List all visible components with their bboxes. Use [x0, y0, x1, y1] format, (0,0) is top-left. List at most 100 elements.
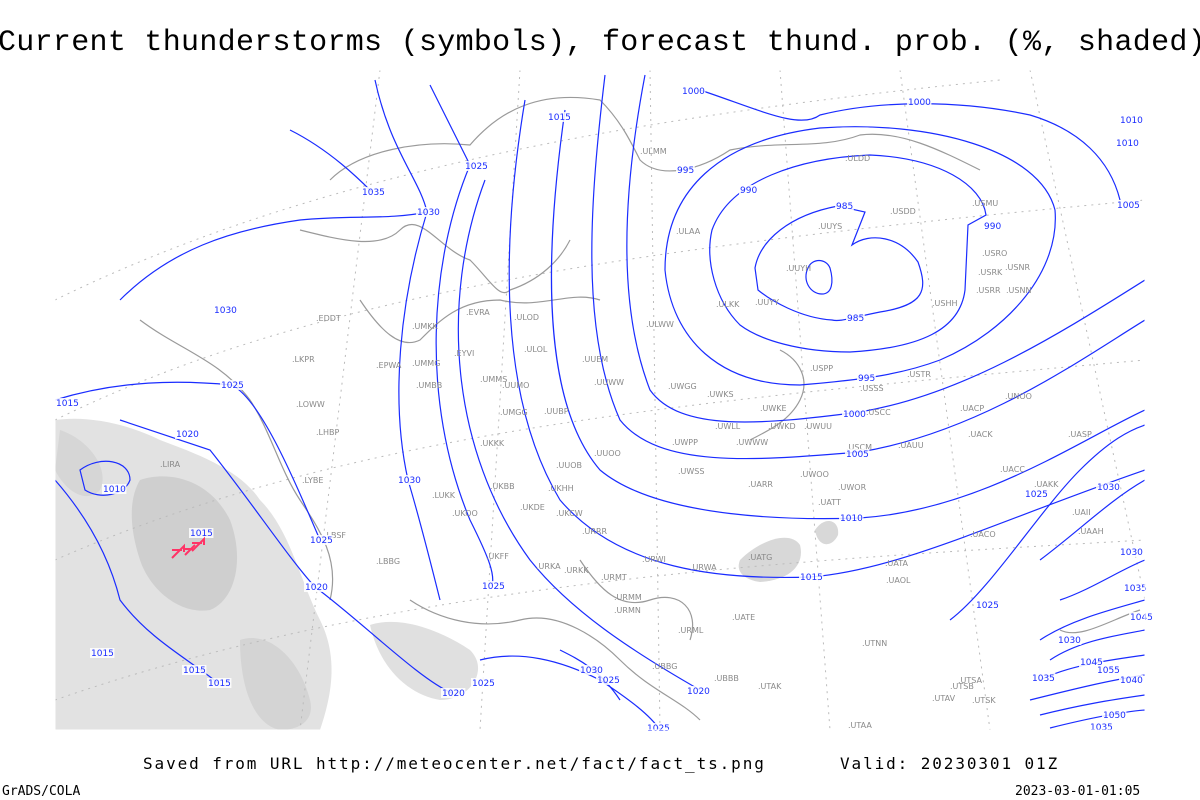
station-label: .UASP: [1068, 430, 1092, 439]
isobar-label: 1025: [1025, 490, 1048, 500]
isobar-995: [664, 126, 1056, 386]
isobar-label-bg: [1031, 673, 1056, 683]
station-label: .LBSF: [324, 531, 346, 540]
isobar-label-bg: [983, 221, 1002, 231]
station-label: .UATA: [885, 559, 909, 568]
station-label: .UTAV: [932, 694, 956, 703]
isobar-label: 995: [858, 374, 875, 384]
station-label: .UWKD: [768, 422, 796, 431]
isobar-label: 1050: [1103, 711, 1126, 721]
isobar-label: 1015: [56, 399, 79, 409]
isobar-label: 1015: [183, 666, 206, 676]
isobar-1025: [429, 84, 494, 587]
isobar-label: 1025: [310, 536, 333, 546]
station-label: .UUMO: [502, 381, 529, 390]
station-label: .UKCW: [556, 509, 583, 518]
isobar-label: 1030: [417, 208, 440, 218]
isobar-1010-west: [79, 460, 131, 496]
station-label: .UTAK: [758, 682, 782, 691]
isobar-1030: [374, 79, 441, 601]
generated-timestamp: 2023-03-01-01:05: [1015, 784, 1141, 799]
station-label: .UWKS: [707, 390, 734, 399]
isobar-1035: [289, 129, 373, 193]
shaded-area: [738, 537, 801, 582]
isobar-1010: [550, 109, 1146, 520]
isobar-label-bg: [547, 112, 572, 122]
isobar-label-bg: [845, 449, 870, 459]
isobar-label-bg: [1102, 710, 1127, 720]
isobar-label-bg: [1057, 635, 1082, 645]
thunderstorm-symbols: [171, 536, 205, 559]
station-label: .USPP: [810, 364, 833, 373]
isobar-label-bg: [857, 373, 876, 383]
labels-layer: .ULDD .USDD .USMU .UUYS .UUYH .UUYY .ULKK .USHH…: [55, 86, 1154, 734]
isobar-label: 985: [847, 314, 864, 324]
station-label: .USNN: [1006, 286, 1031, 295]
isobar-label: 1045: [1080, 658, 1103, 668]
isobar-label-bg: [1119, 115, 1144, 125]
isobar-label-bg: [220, 380, 245, 390]
isobar-label: 1025: [221, 381, 244, 391]
isobar-label: 1020: [442, 689, 465, 699]
isobar-label: 1015: [800, 573, 823, 583]
isobar-label-bg: [681, 86, 706, 96]
thunderstorm-symbol-icon: [171, 543, 185, 559]
station-label: .UAKK: [1034, 480, 1059, 489]
isobar-label-bg: [397, 475, 422, 485]
isobar-label: 1035: [1090, 723, 1113, 733]
station-label: .UWKE: [760, 404, 787, 413]
isobar-label-bg: [842, 409, 867, 419]
station-label: .UUOB: [556, 461, 582, 470]
isobar-label-bg: [596, 675, 621, 685]
station-label: .UKHH: [548, 484, 574, 493]
shaded-area: [815, 520, 839, 545]
station-label: .UUEM: [582, 355, 608, 364]
station-label: .URRR: [582, 527, 608, 536]
station-label: .ULDD: [845, 154, 870, 163]
isobar-label: 1025: [472, 679, 495, 689]
station-label: .LOWW: [296, 400, 325, 409]
station-label: .EYVI: [454, 349, 474, 358]
isobar-1005: [591, 74, 1146, 460]
isobar-label: 1020: [305, 583, 328, 593]
station-label: .LUKK: [432, 491, 456, 500]
station-label: .UMMG: [412, 359, 440, 368]
isobar-label-bg: [90, 648, 115, 658]
station-label: .USCC: [866, 408, 891, 417]
isobar-1015: [508, 99, 1146, 579]
isobar-label: 1010: [840, 514, 863, 524]
isobar-label-bg: [207, 678, 232, 688]
isobar-label-bg: [213, 305, 238, 315]
station-label: .ULMM: [640, 147, 667, 156]
isobar-label-bg: [309, 535, 334, 545]
station-label: .ULKK: [716, 300, 740, 309]
isobar-1000: [626, 74, 1146, 423]
station-label: .URMN: [614, 606, 641, 615]
station-label: .UMBB: [416, 381, 442, 390]
station-label: .UACO: [970, 530, 996, 539]
isobar-label-bg: [182, 665, 207, 675]
isobar-label: 1045: [1130, 613, 1153, 623]
isobar-label: 990: [984, 222, 1001, 232]
station-label: .USNR: [1005, 263, 1030, 272]
lat-lon-grid: [54, 69, 1146, 731]
isobar-1035-east: [1059, 559, 1146, 601]
station-label: .UKBB: [490, 482, 515, 491]
isobar-label: 1030: [398, 476, 421, 486]
isobar-label: 1025: [647, 724, 670, 734]
station-label: .USRK: [978, 268, 1003, 277]
isobar-985: [754, 205, 924, 322]
isobar-1030-east: [1039, 479, 1146, 561]
isobar-label: 1025: [597, 676, 620, 686]
isobar-label-bg: [686, 686, 711, 696]
station-label: .UAII: [1072, 508, 1091, 517]
station-label: .LBBG: [376, 557, 400, 566]
isobar-label-bg: [1116, 200, 1141, 210]
station-label: .UKKK: [480, 439, 505, 448]
station-label: .URMM: [614, 593, 642, 602]
station-label: .LKPR: [292, 355, 315, 364]
isobar-label-bg: [1119, 547, 1144, 557]
isobar-label-bg: [471, 678, 496, 688]
station-label: .LIRA: [160, 460, 181, 469]
isobar-label-bg: [676, 165, 695, 175]
